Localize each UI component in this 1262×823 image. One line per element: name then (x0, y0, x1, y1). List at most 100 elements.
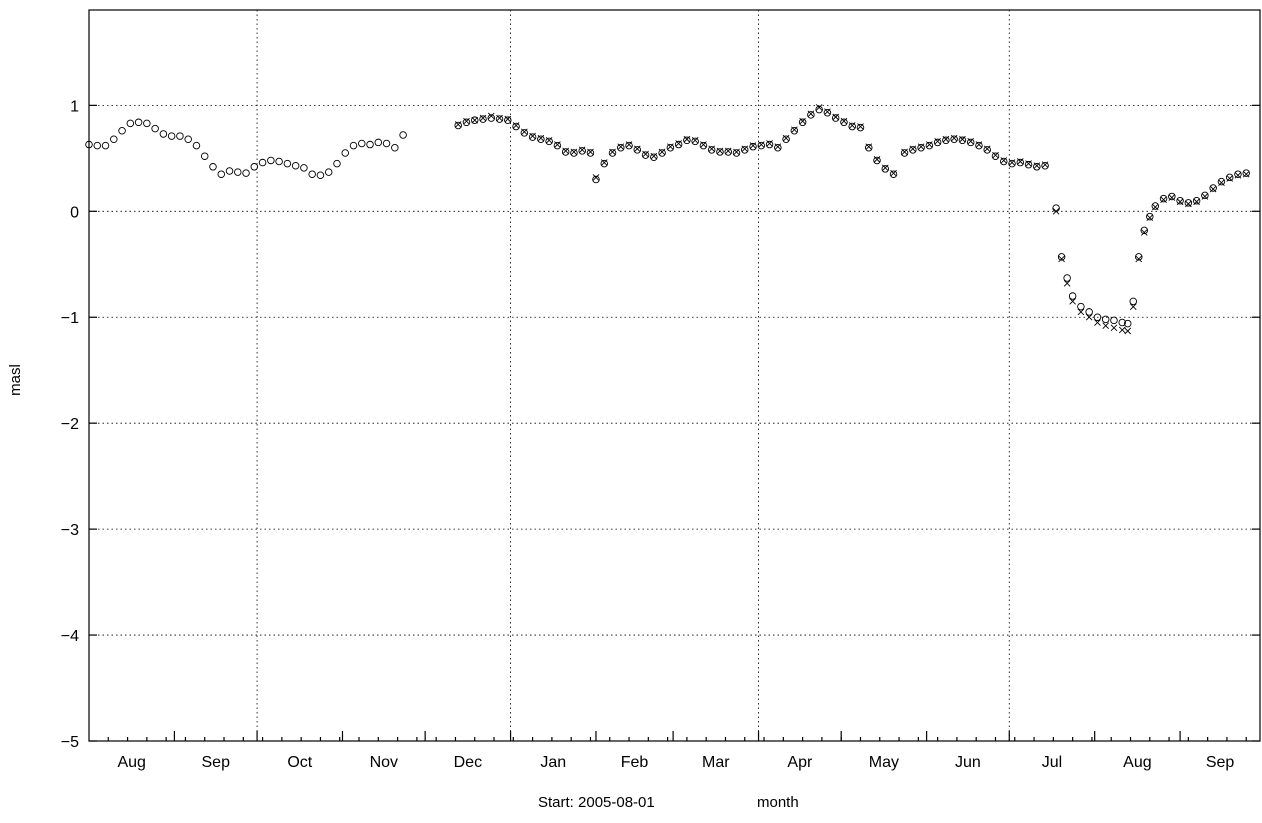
x-month-label: Jun (955, 754, 981, 771)
data-point-cross (683, 135, 691, 143)
data-point-circle (300, 164, 308, 172)
data-point-cross (741, 145, 749, 153)
data-point-cross (1218, 179, 1225, 187)
data-point-circle (341, 149, 349, 157)
data-point-cross (521, 128, 528, 136)
data-point-circle (1057, 253, 1066, 261)
data-point-circle (570, 149, 578, 157)
data-point-cross (1201, 193, 1209, 200)
data-point-cross (617, 143, 625, 150)
data-point-cross (824, 108, 831, 116)
data-point-cross (496, 114, 503, 122)
data-point-cross (757, 141, 765, 148)
data-point-circle (1093, 313, 1102, 321)
x-month-label: Jan (540, 754, 566, 771)
data-point-circle (1000, 157, 1008, 166)
data-point-cross (562, 147, 569, 155)
x-month-label: Sep (202, 754, 231, 771)
data-point-cross (832, 113, 840, 121)
data-point-circle (716, 148, 724, 156)
data-point-cross (815, 104, 823, 111)
data-point-circle (683, 136, 691, 145)
data-point-cross (650, 152, 658, 160)
data-point-cross (1016, 158, 1024, 165)
data-point-circle (470, 116, 479, 124)
data-point-circle (324, 168, 333, 176)
data-point-circle (283, 159, 292, 168)
data-point-circle (1201, 191, 1209, 200)
y-tick-label: −2 (61, 416, 79, 433)
data-point-circle (933, 138, 942, 147)
data-point-circle (1140, 226, 1149, 235)
data-point-circle (942, 136, 950, 145)
x-month-label: Feb (621, 754, 649, 771)
data-point-circle (1225, 173, 1234, 182)
data-point-circle (586, 149, 595, 157)
y-tick-label: −3 (61, 522, 79, 539)
data-point-cross (454, 121, 462, 128)
data-point-circle (479, 115, 487, 123)
data-point-cross (881, 164, 889, 172)
data-point-cross (724, 147, 732, 155)
data-point-circle (757, 141, 766, 150)
data-point-circle (1168, 192, 1176, 201)
data-point-circle (823, 109, 832, 117)
data-point-cross (992, 151, 999, 159)
data-point-circle (176, 132, 184, 140)
data-point-cross (942, 135, 950, 143)
data-point-cross (529, 132, 536, 140)
data-point-circle (126, 119, 135, 128)
data-point-cross (1110, 324, 1118, 332)
data-point-cross (959, 135, 966, 143)
data-point-circle (1068, 292, 1077, 300)
data-point-cross (545, 136, 553, 144)
data-point-circle (1234, 170, 1242, 178)
data-point-circle (1085, 308, 1093, 316)
data-point-cross (487, 112, 495, 120)
data-point-circle (234, 168, 242, 176)
data-point-circle (798, 118, 807, 127)
data-point-circle (674, 140, 683, 149)
data-points (85, 104, 1250, 335)
data-point-cross (587, 148, 594, 156)
data-point-cross (799, 117, 806, 125)
data-point-circle (699, 141, 708, 150)
data-point-circle (950, 135, 958, 143)
x-month-labels: Aug Sep Oct Nov Dec Jan Feb Mar Apr May Jun Jul Aug S… (117, 754, 1234, 771)
data-point-circle (184, 135, 192, 143)
data-point-cross (840, 117, 848, 125)
data-point-circle (658, 149, 666, 157)
data-point-circle (561, 148, 570, 156)
data-point-circle (553, 141, 562, 150)
data-point-circle (167, 132, 176, 140)
data-point-circle (209, 163, 217, 171)
data-point-cross (1140, 229, 1148, 236)
data-point-circle (1101, 315, 1110, 324)
data-point-cross (1193, 198, 1200, 206)
data-point-circle (732, 149, 741, 157)
data-point-circle (1159, 194, 1168, 203)
data-point-circle (1242, 169, 1250, 177)
data-point-circle (487, 114, 496, 122)
data-point-circle (1077, 302, 1085, 311)
data-point-cross (1058, 255, 1065, 263)
data-point-cross (570, 148, 578, 156)
data-point-cross (901, 148, 908, 156)
data-point-cross (1185, 200, 1192, 208)
data-point-circle (110, 135, 118, 143)
data-point-circle (151, 124, 159, 133)
data-point-circle (1176, 196, 1184, 205)
data-point-circle (143, 119, 151, 128)
data-point-circle (650, 153, 658, 162)
data-point-circle (807, 111, 815, 119)
data-point-circle (1052, 204, 1060, 212)
data-point-cross (934, 138, 941, 145)
data-point-circle (358, 139, 366, 148)
x-axis-label: month (757, 794, 799, 811)
data-point-cross (463, 117, 470, 125)
data-point-circle (118, 127, 126, 135)
data-point-circle (399, 131, 407, 139)
data-point-circle (592, 175, 600, 184)
data-point-circle (840, 118, 848, 127)
